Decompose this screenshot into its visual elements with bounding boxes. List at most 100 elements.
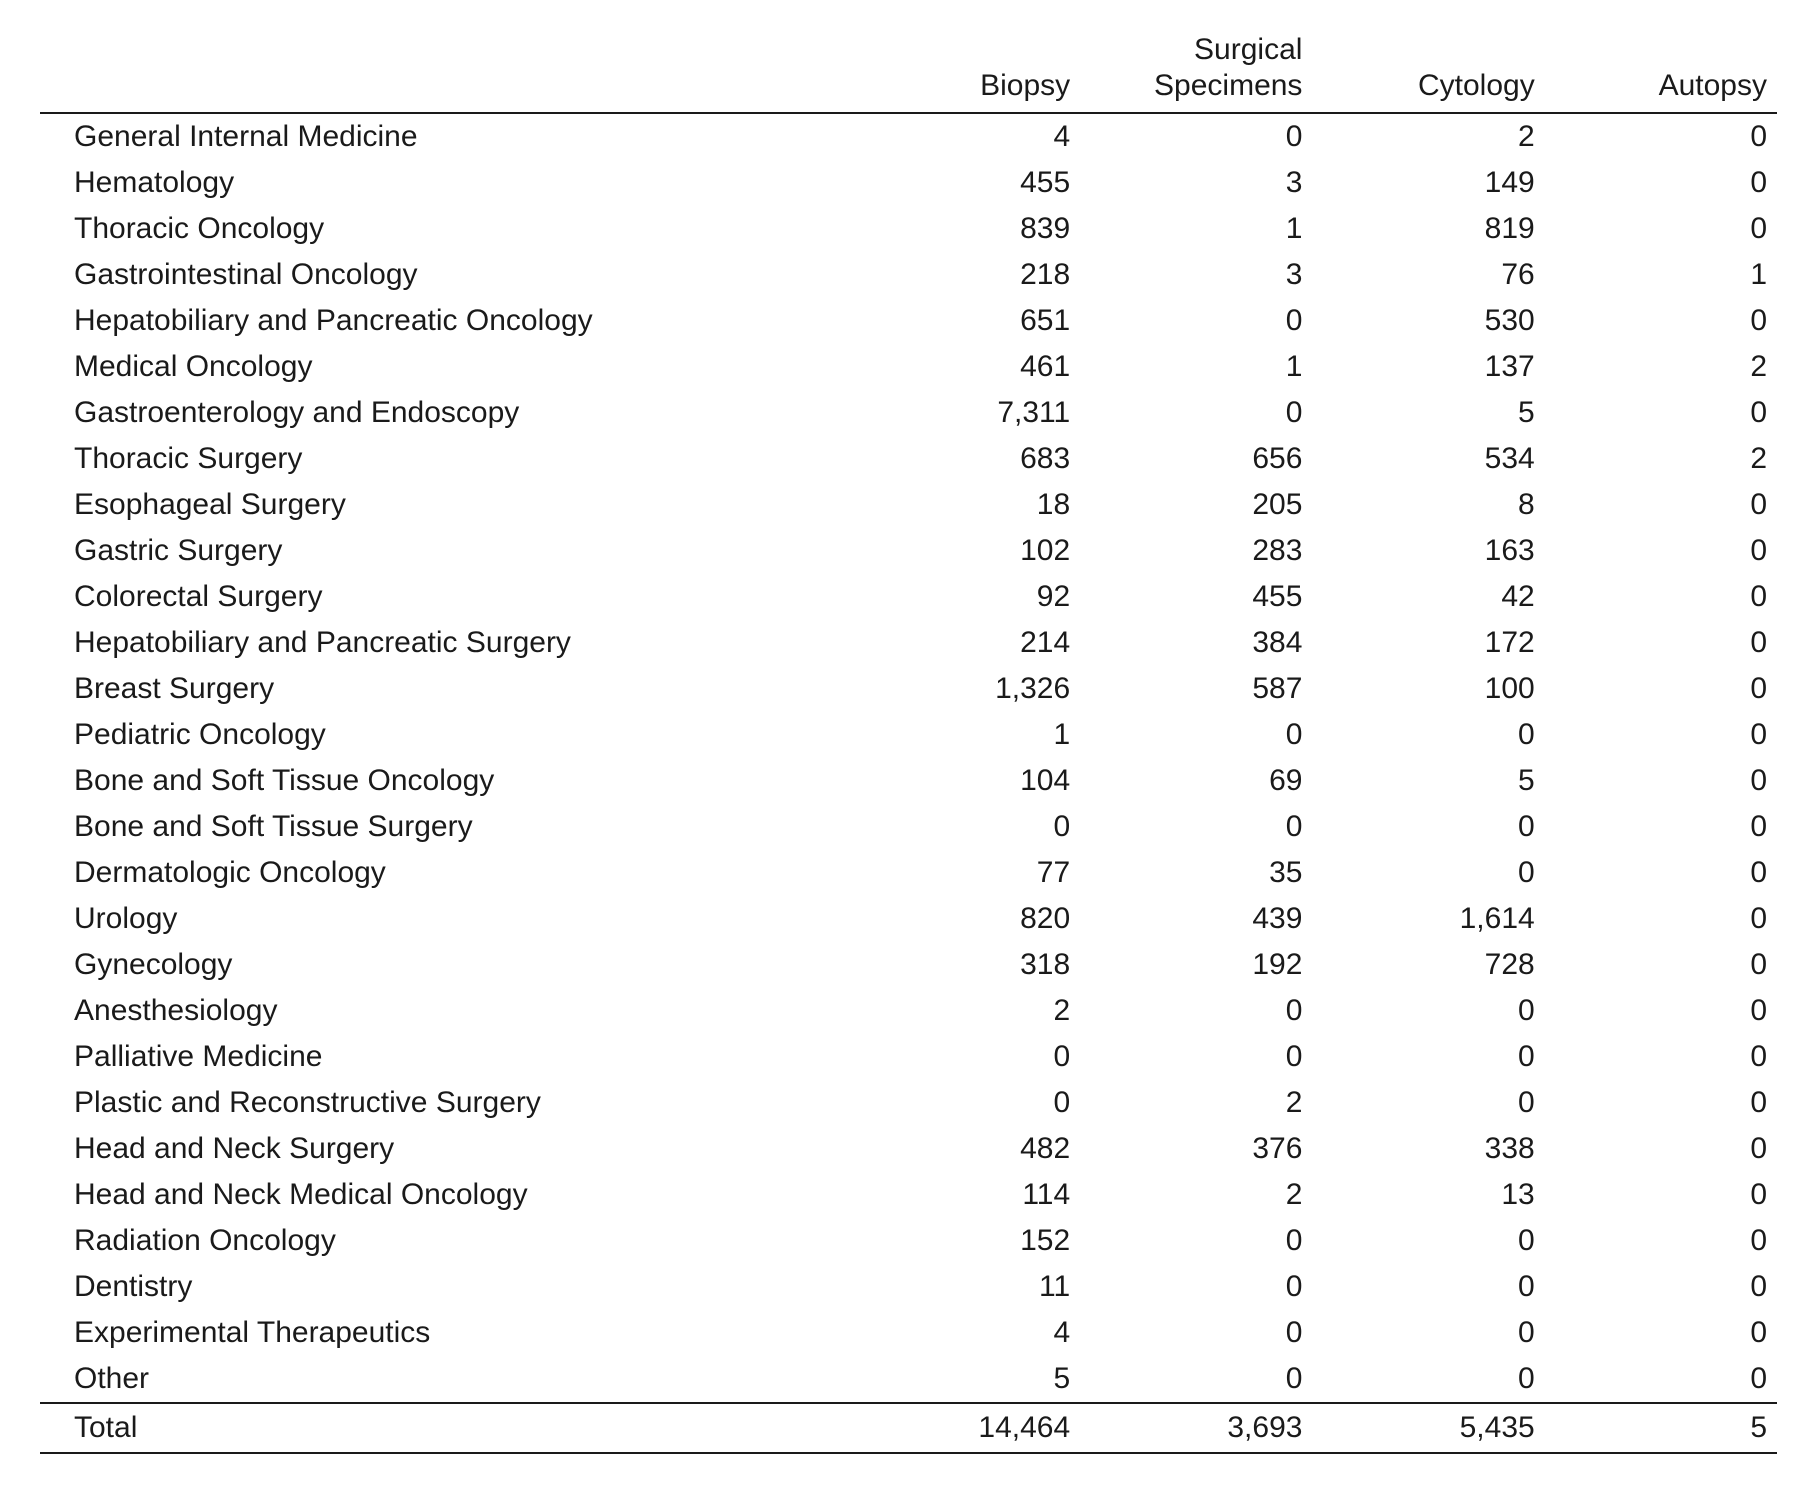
row-label: Other bbox=[40, 1356, 848, 1403]
cell-cytology: 0 bbox=[1312, 1218, 1544, 1264]
cell-surgical: 35 bbox=[1080, 850, 1312, 896]
cell-autopsy: 0 bbox=[1545, 528, 1777, 574]
cell-biopsy: 839 bbox=[848, 206, 1080, 252]
table-row: Plastic and Reconstructive Surgery0200 bbox=[40, 1080, 1777, 1126]
table-row: Gastroenterology and Endoscopy7,311050 bbox=[40, 390, 1777, 436]
row-label: Gastric Surgery bbox=[40, 528, 848, 574]
cell-autopsy: 0 bbox=[1545, 1310, 1777, 1356]
row-label: Bone and Soft Tissue Oncology bbox=[40, 758, 848, 804]
cell-biopsy: 7,311 bbox=[848, 390, 1080, 436]
cell-cytology: 172 bbox=[1312, 620, 1544, 666]
cell-surgical: 384 bbox=[1080, 620, 1312, 666]
row-label: Urology bbox=[40, 896, 848, 942]
cell-cytology: 76 bbox=[1312, 252, 1544, 298]
table-row: Experimental Therapeutics4000 bbox=[40, 1310, 1777, 1356]
cell-cytology: 0 bbox=[1312, 850, 1544, 896]
cell-biopsy: 820 bbox=[848, 896, 1080, 942]
col-header-label bbox=[40, 28, 848, 113]
cell-biopsy: 455 bbox=[848, 160, 1080, 206]
cell-biopsy: 102 bbox=[848, 528, 1080, 574]
row-label: Hepatobiliary and Pancreatic Oncology bbox=[40, 298, 848, 344]
cell-cytology: 338 bbox=[1312, 1126, 1544, 1172]
cell-surgical: 0 bbox=[1080, 298, 1312, 344]
table-row: Bone and Soft Tissue Surgery0000 bbox=[40, 804, 1777, 850]
cell-biopsy: 5 bbox=[848, 1356, 1080, 1403]
cell-cytology: 530 bbox=[1312, 298, 1544, 344]
cell-cytology: 0 bbox=[1312, 988, 1544, 1034]
col-header-autopsy: Autopsy bbox=[1545, 28, 1777, 113]
row-label: Anesthesiology bbox=[40, 988, 848, 1034]
cell-cytology: 0 bbox=[1312, 1356, 1544, 1403]
table-row: Other5000 bbox=[40, 1356, 1777, 1403]
table-row: Gynecology3181927280 bbox=[40, 942, 1777, 988]
table-row: Hepatobiliary and Pancreatic Oncology651… bbox=[40, 298, 1777, 344]
row-label: Gynecology bbox=[40, 942, 848, 988]
cell-surgical: 656 bbox=[1080, 436, 1312, 482]
cell-surgical: 0 bbox=[1080, 390, 1312, 436]
row-label: Colorectal Surgery bbox=[40, 574, 848, 620]
specimen-table: Biopsy Surgical Specimens Cytology Autop… bbox=[40, 28, 1777, 1454]
cell-autopsy: 2 bbox=[1545, 344, 1777, 390]
cell-cytology: 0 bbox=[1312, 712, 1544, 758]
cell-surgical: 2 bbox=[1080, 1172, 1312, 1218]
col-header-biopsy: Biopsy bbox=[848, 28, 1080, 113]
table-row: Urology8204391,6140 bbox=[40, 896, 1777, 942]
page: Biopsy Surgical Specimens Cytology Autop… bbox=[0, 0, 1817, 1494]
table-row: Hepatobiliary and Pancreatic Surgery2143… bbox=[40, 620, 1777, 666]
table-row: Bone and Soft Tissue Oncology1046950 bbox=[40, 758, 1777, 804]
cell-cytology: 149 bbox=[1312, 160, 1544, 206]
cell-cytology: 0 bbox=[1312, 1034, 1544, 1080]
cell-biopsy: 92 bbox=[848, 574, 1080, 620]
row-label: Gastrointestinal Oncology bbox=[40, 252, 848, 298]
row-label: Hepatobiliary and Pancreatic Surgery bbox=[40, 620, 848, 666]
cell-cytology: 163 bbox=[1312, 528, 1544, 574]
table-row: Head and Neck Medical Oncology1142130 bbox=[40, 1172, 1777, 1218]
row-label: Dentistry bbox=[40, 1264, 848, 1310]
row-label: Gastroenterology and Endoscopy bbox=[40, 390, 848, 436]
cell-cytology: 100 bbox=[1312, 666, 1544, 712]
cell-biopsy: 77 bbox=[848, 850, 1080, 896]
cell-autopsy: 0 bbox=[1545, 1218, 1777, 1264]
cell-surgical: 376 bbox=[1080, 1126, 1312, 1172]
cell-surgical: 0 bbox=[1080, 712, 1312, 758]
cell-biopsy: 104 bbox=[848, 758, 1080, 804]
cell-biopsy: 4 bbox=[848, 113, 1080, 160]
row-label: Hematology bbox=[40, 160, 848, 206]
cell-surgical: 587 bbox=[1080, 666, 1312, 712]
cell-autopsy: 0 bbox=[1545, 390, 1777, 436]
row-label: Dermatologic Oncology bbox=[40, 850, 848, 896]
cell-biopsy: 651 bbox=[848, 298, 1080, 344]
cell-cytology: 13 bbox=[1312, 1172, 1544, 1218]
table-row: Esophageal Surgery1820580 bbox=[40, 482, 1777, 528]
row-label: Radiation Oncology bbox=[40, 1218, 848, 1264]
table-row: Colorectal Surgery92455420 bbox=[40, 574, 1777, 620]
cell-biopsy: 1,326 bbox=[848, 666, 1080, 712]
cell-autopsy: 0 bbox=[1545, 298, 1777, 344]
row-label: Head and Neck Medical Oncology bbox=[40, 1172, 848, 1218]
cell-surgical: 0 bbox=[1080, 988, 1312, 1034]
cell-autopsy: 0 bbox=[1545, 574, 1777, 620]
cell-cytology: 0 bbox=[1312, 804, 1544, 850]
cell-surgical: 1 bbox=[1080, 206, 1312, 252]
cell-autopsy: 0 bbox=[1545, 160, 1777, 206]
cell-autopsy: 0 bbox=[1545, 1264, 1777, 1310]
total-surgical: 3,693 bbox=[1080, 1403, 1312, 1453]
cell-surgical: 439 bbox=[1080, 896, 1312, 942]
col-header-cytology: Cytology bbox=[1312, 28, 1544, 113]
cell-surgical: 1 bbox=[1080, 344, 1312, 390]
cell-cytology: 728 bbox=[1312, 942, 1544, 988]
row-label: Bone and Soft Tissue Surgery bbox=[40, 804, 848, 850]
cell-autopsy: 0 bbox=[1545, 850, 1777, 896]
cell-surgical: 0 bbox=[1080, 113, 1312, 160]
table-row: Radiation Oncology152000 bbox=[40, 1218, 1777, 1264]
cell-surgical: 192 bbox=[1080, 942, 1312, 988]
header-row: Biopsy Surgical Specimens Cytology Autop… bbox=[40, 28, 1777, 113]
cell-surgical: 69 bbox=[1080, 758, 1312, 804]
cell-biopsy: 152 bbox=[848, 1218, 1080, 1264]
cell-biopsy: 0 bbox=[848, 1080, 1080, 1126]
cell-surgical: 283 bbox=[1080, 528, 1312, 574]
cell-biopsy: 461 bbox=[848, 344, 1080, 390]
cell-cytology: 42 bbox=[1312, 574, 1544, 620]
table-row: Pediatric Oncology1000 bbox=[40, 712, 1777, 758]
row-label: Experimental Therapeutics bbox=[40, 1310, 848, 1356]
